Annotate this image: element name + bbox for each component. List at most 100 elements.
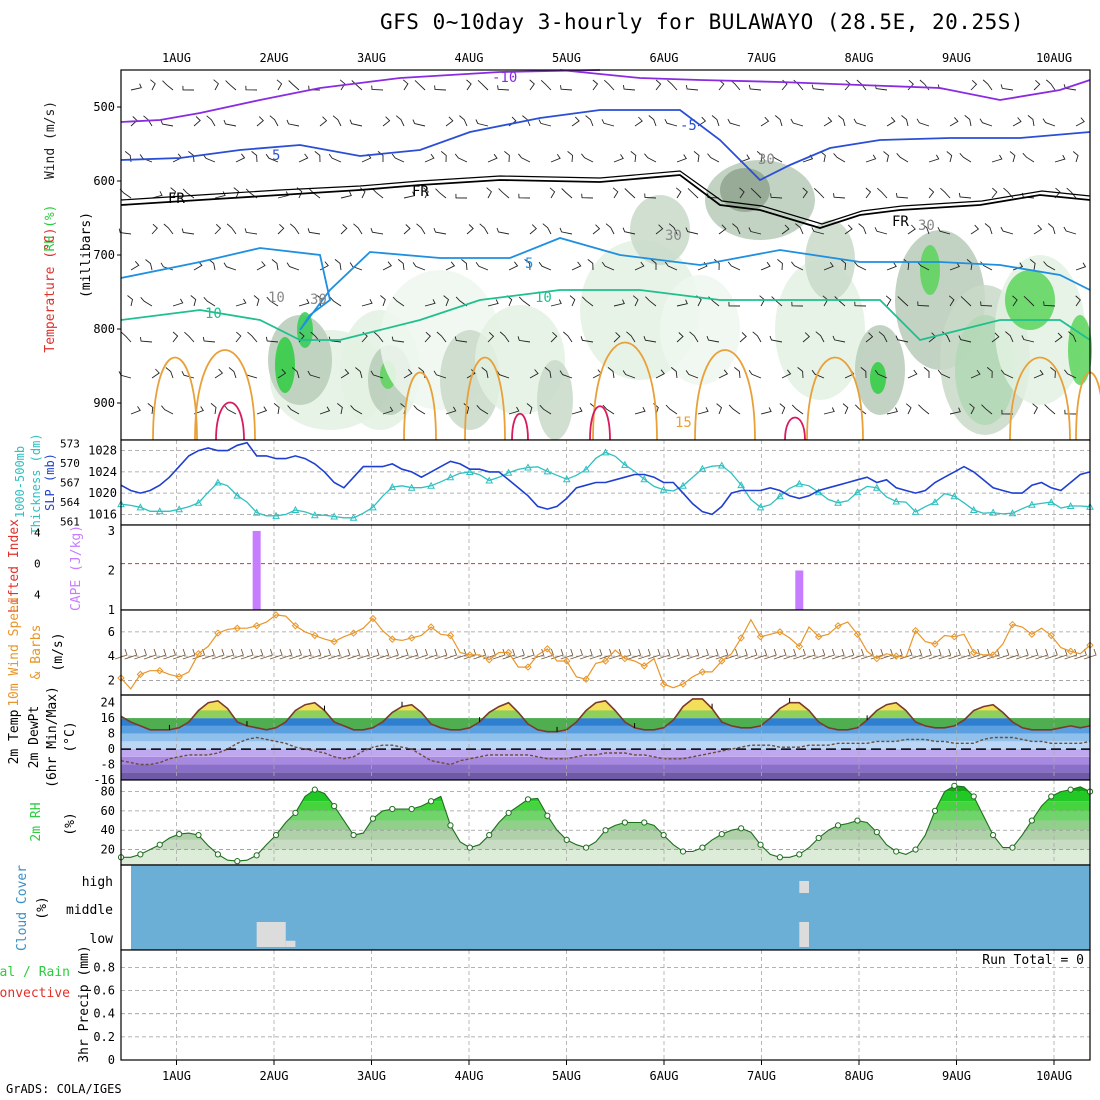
wind-barb <box>970 79 978 91</box>
wind-barb <box>585 115 594 127</box>
wind-barb <box>443 295 450 307</box>
dewpoint-line <box>120 736 1091 766</box>
cloud-cover-bar-low <box>799 922 809 947</box>
wind10m-marker <box>485 656 493 664</box>
wind-barb <box>854 404 867 415</box>
rh2m-tick: 60 <box>101 804 115 818</box>
rh2m-marker <box>253 852 260 859</box>
wind-barb <box>1021 335 1035 343</box>
precip-tick: 0.6 <box>93 984 115 998</box>
wind-barb <box>549 187 556 199</box>
wind-barb <box>685 84 699 91</box>
surface-wind-barb <box>405 648 419 660</box>
wind-barb <box>886 117 896 127</box>
wind10m-marker <box>156 667 164 675</box>
rh-shading <box>1068 315 1092 385</box>
wind-barb <box>130 261 140 271</box>
wind10m-axis-label: 10m Wind Speed <box>7 597 22 707</box>
surface-wind-barb <box>289 648 302 660</box>
wind-barb <box>487 299 499 307</box>
precip-tick: 0.2 <box>93 1030 115 1044</box>
wind-barb <box>1044 404 1056 415</box>
wind-barb <box>403 191 415 199</box>
temperature-line <box>120 698 1091 733</box>
wind-barb <box>1033 79 1041 91</box>
wind-barb <box>897 296 909 307</box>
wind-barb <box>440 151 447 163</box>
wind-barb <box>287 405 300 415</box>
thickness-marker <box>252 508 261 516</box>
wind-barb <box>370 370 384 379</box>
wind-barb <box>559 227 573 235</box>
wind-barb <box>539 404 552 415</box>
surface-wind-barb <box>822 648 835 660</box>
wind-barb <box>739 332 747 343</box>
pressure-unit-label: (millibars) <box>79 212 94 298</box>
wind-barb <box>466 224 474 235</box>
wind-barb <box>445 261 456 271</box>
rh2m-marker <box>505 809 512 816</box>
rh2m-fill-band <box>121 839 1090 850</box>
thickness-marker <box>853 488 862 496</box>
rh2m-marker <box>350 831 357 839</box>
wind10m-marker <box>330 637 338 646</box>
wind-barb <box>728 301 741 307</box>
wind-barb <box>970 224 980 235</box>
rh2m-marker <box>621 819 628 826</box>
thickness-marker <box>272 511 280 519</box>
rh-shading <box>920 245 940 295</box>
surface-wind-barb <box>735 648 748 660</box>
contour-10 <box>120 289 1091 341</box>
surface-wind-barb <box>541 648 554 660</box>
wind10m-marker <box>659 680 668 688</box>
precip-tick: 0.8 <box>93 960 115 974</box>
wind-barb <box>949 262 960 271</box>
thickness-marker <box>931 498 939 506</box>
wind-barb <box>161 405 174 415</box>
surface-wind-barb <box>386 648 399 660</box>
wind-barb <box>529 369 539 379</box>
wind-barb <box>718 224 727 235</box>
wind-barb <box>314 151 321 163</box>
wind-barb <box>858 223 867 235</box>
wind-barb <box>475 262 489 271</box>
wind-barb <box>685 227 699 235</box>
wind-barb <box>208 259 216 271</box>
thickness-tick: 573 <box>60 437 80 450</box>
cloud-cover-unit-label: (%) <box>35 896 50 919</box>
wind-barb <box>120 331 132 343</box>
wind-barb <box>581 296 594 307</box>
wind-barb <box>1050 367 1056 379</box>
wind-barb <box>981 404 993 415</box>
wind-barb <box>538 261 552 271</box>
date-tick-bottom: 7AUG <box>747 1069 776 1083</box>
wind-barb <box>172 298 184 307</box>
wind-barb <box>760 116 770 127</box>
pressure-tick: 600 <box>93 174 115 188</box>
date-tick-bottom: 2AUG <box>260 1069 289 1083</box>
wind-barb <box>964 115 972 127</box>
wind-barb <box>340 224 348 235</box>
wind-barb <box>466 369 476 379</box>
wind-barb <box>781 224 790 235</box>
date-tick-top: 8AUG <box>845 51 874 65</box>
wind10m-marker <box>194 650 203 658</box>
precip-total-rain-label: Total / Rain <box>0 965 70 980</box>
slp-tick: 1016 <box>88 507 117 521</box>
thickness-tick: 567 <box>60 477 80 490</box>
contour-15 <box>194 349 256 441</box>
wind-barb <box>668 223 678 235</box>
surface-wind-barb <box>221 648 235 660</box>
wind-barb <box>820 151 826 163</box>
wind-barb <box>518 296 531 307</box>
contour-15 <box>1009 356 1071 441</box>
thickness-marker <box>601 448 610 456</box>
wind-barb <box>253 295 260 307</box>
thickness-marker <box>969 505 978 513</box>
date-tick-bottom: 5AUG <box>552 1069 581 1083</box>
wind-barb <box>895 193 909 199</box>
wind-barb <box>1009 151 1016 163</box>
surface-wind-barb <box>1006 648 1020 660</box>
wind-barb <box>504 151 510 163</box>
wind10m-marker <box>989 651 997 659</box>
